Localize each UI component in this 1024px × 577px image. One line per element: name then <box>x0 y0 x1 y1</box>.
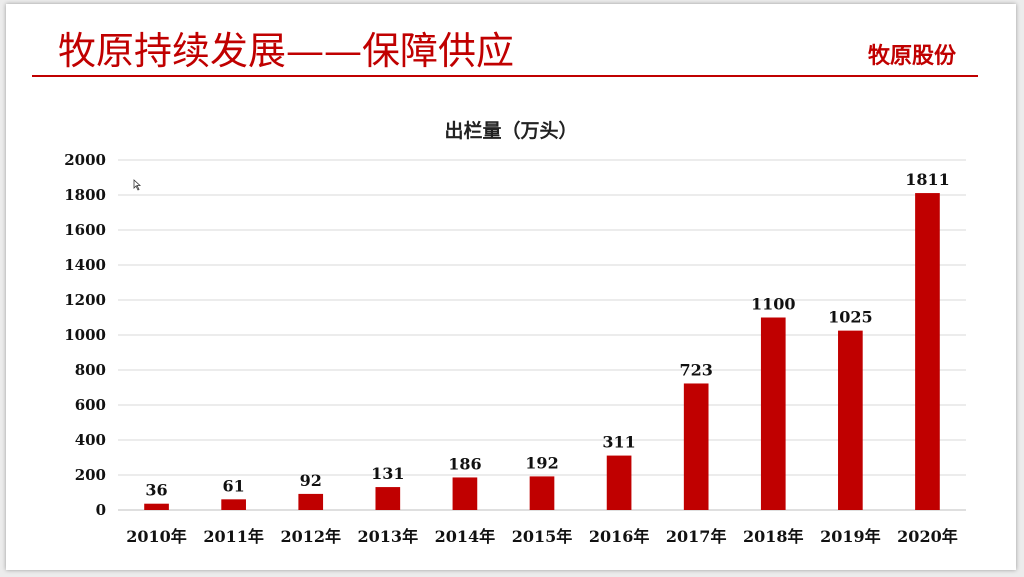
data-label: 723 <box>679 360 712 379</box>
y-tick-label: 1800 <box>64 186 106 204</box>
bar <box>221 499 246 510</box>
bar <box>838 330 863 510</box>
bar-chart: 0 200 400 600 800 1000 1200 1400 1600 1800 2000 36 2… <box>64 151 966 546</box>
x-tick-label: 2019年 <box>820 527 881 546</box>
data-label: 36 <box>145 481 167 500</box>
data-label: 1811 <box>905 170 950 189</box>
y-tick-label: 1400 <box>64 256 106 274</box>
x-tick-label: 2020年 <box>897 527 958 546</box>
bar <box>375 487 401 510</box>
x-tick-label: 2017年 <box>666 527 727 546</box>
y-tick-label: 800 <box>75 361 106 379</box>
data-label: 1100 <box>751 295 796 314</box>
x-tick-label: 2018年 <box>743 527 804 546</box>
mouse-cursor-icon <box>132 176 142 195</box>
data-label: 92 <box>300 471 322 490</box>
slide-title: 牧原持续发展——保障供应 <box>58 29 515 73</box>
y-tick-label: 1200 <box>64 291 106 309</box>
y-tick-label: 600 <box>75 396 106 414</box>
slide: 牧原持续发展——保障供应 牧原股份 出栏量（万头） 0 200 400 600 800 1… <box>6 4 1016 570</box>
bar <box>606 455 632 510</box>
data-label: 311 <box>602 433 635 452</box>
data-label: 61 <box>223 476 245 495</box>
bar <box>529 476 555 510</box>
bar <box>144 503 169 510</box>
x-tick-label: 2012年 <box>280 527 341 546</box>
x-tick-label: 2016年 <box>589 527 650 546</box>
x-tick-label: 2010年 <box>126 527 187 546</box>
bar <box>915 193 940 510</box>
y-tick-label: 1600 <box>64 221 106 239</box>
bar <box>452 477 478 510</box>
chart-title: 出栏量（万头） <box>444 120 578 142</box>
x-tick-label: 2011年 <box>203 527 264 546</box>
y-tick-label: 0 <box>96 501 106 519</box>
bar <box>683 383 709 510</box>
y-tick-label: 2000 <box>64 151 106 169</box>
y-tick-label: 200 <box>75 466 106 484</box>
bar <box>298 493 324 510</box>
bar <box>760 317 786 510</box>
data-label: 1025 <box>828 308 873 327</box>
x-tick-label: 2014年 <box>435 527 496 546</box>
x-tick-label: 2013年 <box>358 527 419 546</box>
data-label: 186 <box>448 454 481 473</box>
data-label: 131 <box>371 464 404 483</box>
x-tick-label: 2015年 <box>512 527 573 546</box>
y-tick-label: 400 <box>75 431 106 449</box>
brand-name: 牧原股份 <box>867 43 956 69</box>
y-tick-label: 1000 <box>64 326 106 344</box>
data-label: 192 <box>525 453 558 472</box>
title-divider <box>32 75 978 77</box>
